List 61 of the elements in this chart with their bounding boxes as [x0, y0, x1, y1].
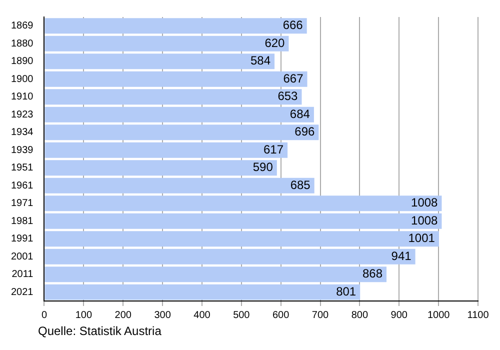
bar: [44, 196, 442, 212]
x-tick-label: 500: [233, 310, 250, 321]
bar: [44, 89, 302, 105]
data-label: 941: [391, 248, 412, 263]
y-tick-label: 1961: [10, 180, 34, 192]
y-tick-label: 2001: [10, 251, 34, 262]
y-tick-label: 1880: [10, 38, 34, 50]
data-label: 666: [282, 18, 304, 32]
data-label: 1008: [411, 196, 438, 210]
data-label: 685: [290, 178, 311, 192]
bar: [44, 124, 319, 140]
data-label: 868: [362, 266, 383, 281]
bar: [44, 106, 314, 122]
data-label: 684: [290, 106, 310, 121]
x-tick-label: 400: [194, 310, 211, 321]
y-tick-label: 1890: [10, 56, 34, 68]
bar: [44, 18, 307, 34]
bar: [44, 160, 277, 176]
data-label: 801: [336, 284, 356, 298]
y-tick-label: 1939: [10, 144, 34, 156]
x-tick-label: 1100: [467, 310, 490, 321]
x-tick-label: 800: [351, 310, 368, 321]
bar: [44, 178, 314, 194]
y-tick-label: 1910: [10, 92, 34, 103]
x-tick-label: 300: [154, 310, 172, 321]
x-tick-label: 200: [114, 310, 132, 321]
data-label: 1001: [408, 231, 436, 246]
data-label: 667: [283, 71, 304, 86]
bar: [44, 142, 288, 158]
data-label: 1008: [411, 213, 438, 228]
y-tick-label: 1991: [10, 234, 34, 245]
x-tick-label: 1000: [427, 310, 450, 321]
y-tick-label: 1869: [10, 20, 34, 32]
bar: [44, 36, 289, 52]
x-tick-label: 900: [390, 310, 408, 321]
data-label: 696: [294, 124, 316, 139]
y-tick-label: 2021: [10, 286, 34, 298]
x-tick-label: 700: [312, 310, 330, 321]
bar: [44, 54, 275, 70]
bar: [44, 71, 308, 87]
x-tick-label: 0: [41, 310, 48, 321]
y-tick-label: 1951: [10, 162, 34, 174]
data-label: 584: [250, 54, 271, 68]
x-tick-label: 600: [272, 310, 290, 321]
bar: [44, 248, 416, 264]
bar: [44, 231, 439, 247]
data-label: 590: [252, 160, 274, 174]
data-label: 620: [264, 36, 286, 50]
y-tick-label: 1981: [10, 216, 34, 227]
y-tick-label: 1900: [10, 74, 34, 85]
y-tick-label: 1934: [10, 127, 34, 138]
source-note: Quelle: Statistik Austria: [38, 324, 162, 338]
x-tick-label: 100: [75, 310, 92, 321]
data-label: 653: [278, 89, 298, 104]
bar: [44, 284, 360, 300]
y-tick-label: 2011: [12, 269, 34, 280]
y-tick-label: 1971: [10, 198, 34, 210]
data-label: 617: [264, 142, 284, 156]
y-tick-label: 1923: [10, 109, 34, 120]
bar: [44, 266, 387, 282]
bar: [44, 213, 442, 229]
